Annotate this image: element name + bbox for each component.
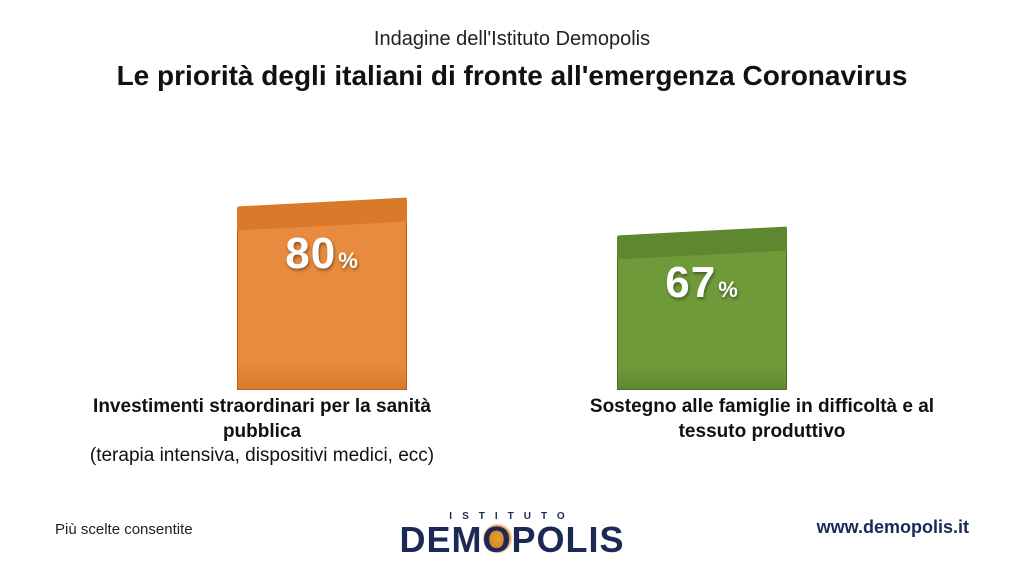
bar-1: 67% [602, 130, 802, 390]
bar-front-face-0: 80% [237, 214, 407, 390]
bar-front-face-1: 67% [617, 243, 787, 390]
demopolis-logo: ISTITUTO DEMOPOLIS [399, 511, 624, 558]
footnote: Più scelte consentite [55, 521, 193, 538]
bar-0: 80% [222, 130, 422, 390]
logo-o-accent: O [482, 522, 511, 558]
infographic-stage: Indagine dell'Istituto Demopolis Le prio… [0, 0, 1024, 576]
logo-text-pre: DEM [399, 519, 482, 560]
bar-3d-0: 80% [237, 214, 407, 390]
main-title: Le priorità degli italiani di fronte all… [0, 60, 1024, 92]
caption-0: Investimenti straordinari per la sanità … [72, 395, 452, 469]
bar-3d-1: 67% [617, 243, 787, 390]
caption-bold-1: Sostegno alle famiglie in difficoltà e a… [572, 395, 952, 444]
caption-light-0: (terapia intensiva, dispositivi medici, … [72, 444, 452, 469]
caption-1: Sostegno alle famiglie in difficoltà e a… [572, 395, 952, 469]
logo-wordmark: DEMOPOLIS [399, 522, 624, 558]
supertitle: Indagine dell'Istituto Demopolis [0, 28, 1024, 51]
bar-value-1: 67% [665, 258, 739, 308]
caption-bold-0: Investimenti straordinari per la sanità … [72, 395, 452, 444]
website-url: www.demopolis.it [817, 517, 969, 538]
captions-container: Investimenti straordinari per la sanità … [0, 395, 1024, 469]
logo-text-post: POLIS [511, 519, 624, 560]
bars-container: 80% 67% [0, 130, 1024, 390]
bar-value-0: 80% [285, 229, 359, 279]
